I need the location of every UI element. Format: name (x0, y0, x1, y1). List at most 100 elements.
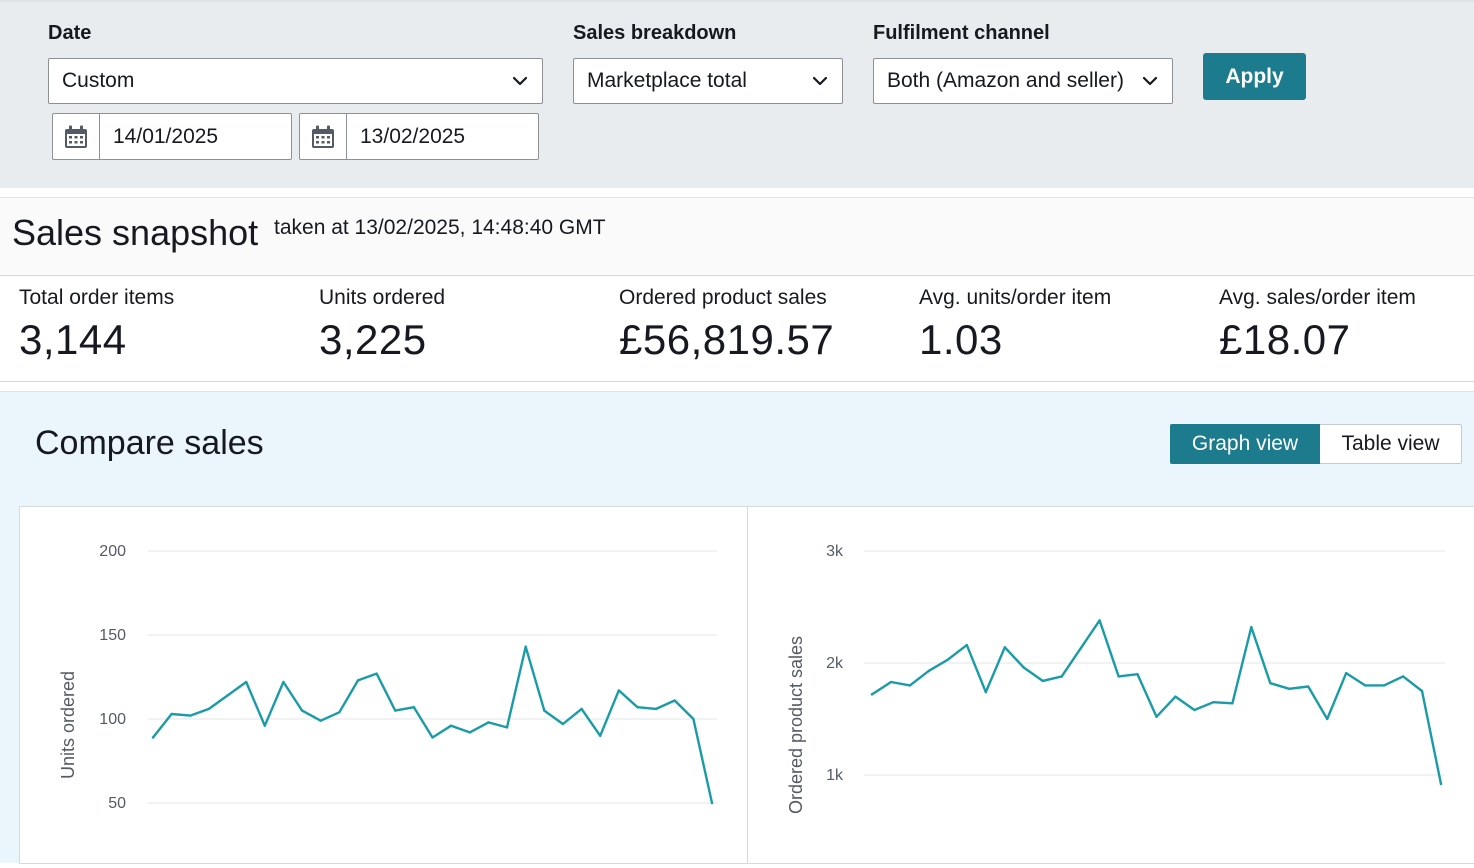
data-point[interactable] (356, 679, 360, 682)
data-point[interactable] (580, 707, 583, 711)
data-point[interactable] (300, 709, 304, 712)
data-point[interactable] (946, 658, 950, 661)
data-point[interactable] (927, 669, 931, 673)
table-view-button[interactable]: Table view (1320, 424, 1462, 464)
metric-label: Units ordered (319, 286, 446, 309)
data-point[interactable] (710, 801, 714, 805)
data-point[interactable] (870, 693, 874, 696)
data-point[interactable] (1326, 717, 1329, 721)
date-range-select[interactable]: Custom (48, 58, 543, 104)
data-point[interactable] (1288, 687, 1291, 690)
data-point[interactable] (189, 714, 192, 717)
data-point[interactable] (1136, 673, 1139, 676)
data-point[interactable] (338, 711, 341, 714)
series-line (870, 619, 1443, 786)
data-point[interactable] (1117, 675, 1120, 678)
data-point[interactable] (1363, 684, 1367, 687)
data-point[interactable] (151, 736, 155, 739)
date-range-value: Custom (62, 69, 135, 92)
y-axis-label: Ordered product sales (786, 636, 806, 814)
metric-label: Total order items (19, 286, 175, 309)
data-point[interactable] (170, 712, 173, 716)
data-point[interactable] (1212, 701, 1215, 704)
data-point[interactable] (263, 724, 266, 727)
data-point[interactable] (1401, 675, 1405, 678)
data-point[interactable] (524, 645, 527, 648)
sales-snapshot-title: Sales snapshot (12, 212, 259, 253)
y-tick-label: 3k (826, 543, 844, 560)
metric-total-order-items: Total order items 3,144 (19, 286, 174, 364)
data-point[interactable] (692, 717, 695, 721)
data-point[interactable] (1003, 646, 1006, 649)
data-point[interactable] (319, 719, 322, 722)
data-point[interactable] (487, 721, 490, 724)
units-ordered-chart-card: 200 150 100 50 Units ordered (19, 506, 748, 864)
data-point[interactable] (889, 680, 893, 684)
data-point[interactable] (468, 731, 471, 734)
metric-value: £56,819.57 (619, 316, 835, 363)
data-point[interactable] (561, 722, 565, 726)
sales-breakdown-label: Sales breakdown (573, 22, 737, 44)
data-point[interactable] (431, 736, 434, 739)
calendar-icon[interactable] (53, 114, 100, 159)
graph-view-button[interactable]: Graph view (1170, 424, 1320, 464)
end-date-value: 13/02/2025 (360, 124, 466, 148)
y-tick-label: 2k (826, 655, 844, 672)
metric-label: Ordered product sales (619, 286, 827, 309)
apply-button[interactable]: Apply (1203, 53, 1306, 100)
metric-units-ordered: Units ordered 3,225 (319, 286, 445, 364)
data-point[interactable] (394, 709, 397, 712)
data-point[interactable] (1439, 782, 1443, 786)
y-tick-label: 200 (99, 543, 126, 560)
data-point[interactable] (1041, 679, 1044, 683)
ordered-product-sales-chart-card: 3k 2k 1k Ordered product sales (747, 506, 1474, 864)
data-point[interactable] (1060, 675, 1063, 678)
data-point[interactable] (1174, 695, 1177, 698)
chevron-down-icon (512, 76, 528, 86)
data-point[interactable] (1022, 666, 1025, 669)
sales-breakdown-select[interactable]: Marketplace total (573, 58, 843, 104)
data-point[interactable] (1307, 685, 1310, 688)
data-point[interactable] (984, 690, 987, 694)
data-point[interactable] (673, 699, 676, 702)
data-point[interactable] (1155, 715, 1158, 718)
data-point[interactable] (543, 709, 546, 712)
fulfilment-channel-select[interactable]: Both (Amazon and seller) (873, 58, 1173, 104)
calendar-icon[interactable] (300, 114, 347, 159)
snapshot-timestamp: taken at 13/02/2025, 14:48:40 GMT (274, 216, 606, 239)
data-point[interactable] (654, 707, 658, 711)
data-point[interactable] (599, 734, 602, 737)
end-date-field[interactable]: 13/02/2025 (299, 113, 539, 160)
compare-sales-section: Compare sales Graph view Table view 200 1… (0, 391, 1474, 864)
data-point[interactable] (617, 689, 621, 692)
data-point[interactable] (505, 726, 509, 729)
data-point[interactable] (244, 680, 248, 684)
data-point[interactable] (1344, 671, 1348, 675)
divider (0, 188, 1474, 197)
data-point[interactable] (1231, 702, 1234, 705)
fulfilment-channel-value: Both (Amazon and seller) (887, 69, 1124, 92)
sales-snapshot-header: Sales snapshot taken at 13/02/2025, 14:4… (0, 197, 1474, 276)
date-label: Date (48, 22, 92, 44)
start-date-field[interactable]: 14/01/2025 (52, 113, 292, 160)
metric-ordered-product-sales: Ordered product sales £56,819.57 (619, 286, 834, 364)
data-point[interactable] (908, 684, 912, 687)
data-point[interactable] (1098, 619, 1101, 622)
data-point[interactable] (965, 643, 969, 647)
data-point[interactable] (636, 706, 639, 709)
data-point[interactable] (282, 680, 285, 684)
chevron-down-icon (812, 76, 828, 86)
data-point[interactable] (207, 707, 211, 711)
data-point[interactable] (226, 694, 229, 697)
data-point[interactable] (412, 706, 416, 709)
data-point[interactable] (1420, 689, 1424, 693)
data-point[interactable] (1079, 647, 1082, 650)
data-point[interactable] (449, 724, 453, 727)
metric-value: 3,225 (319, 316, 427, 363)
data-point[interactable] (1250, 625, 1253, 629)
data-point[interactable] (1269, 681, 1272, 685)
data-point[interactable] (375, 672, 378, 675)
data-point[interactable] (1193, 708, 1196, 712)
data-point[interactable] (1382, 684, 1386, 687)
sales-breakdown-value: Marketplace total (587, 69, 747, 92)
